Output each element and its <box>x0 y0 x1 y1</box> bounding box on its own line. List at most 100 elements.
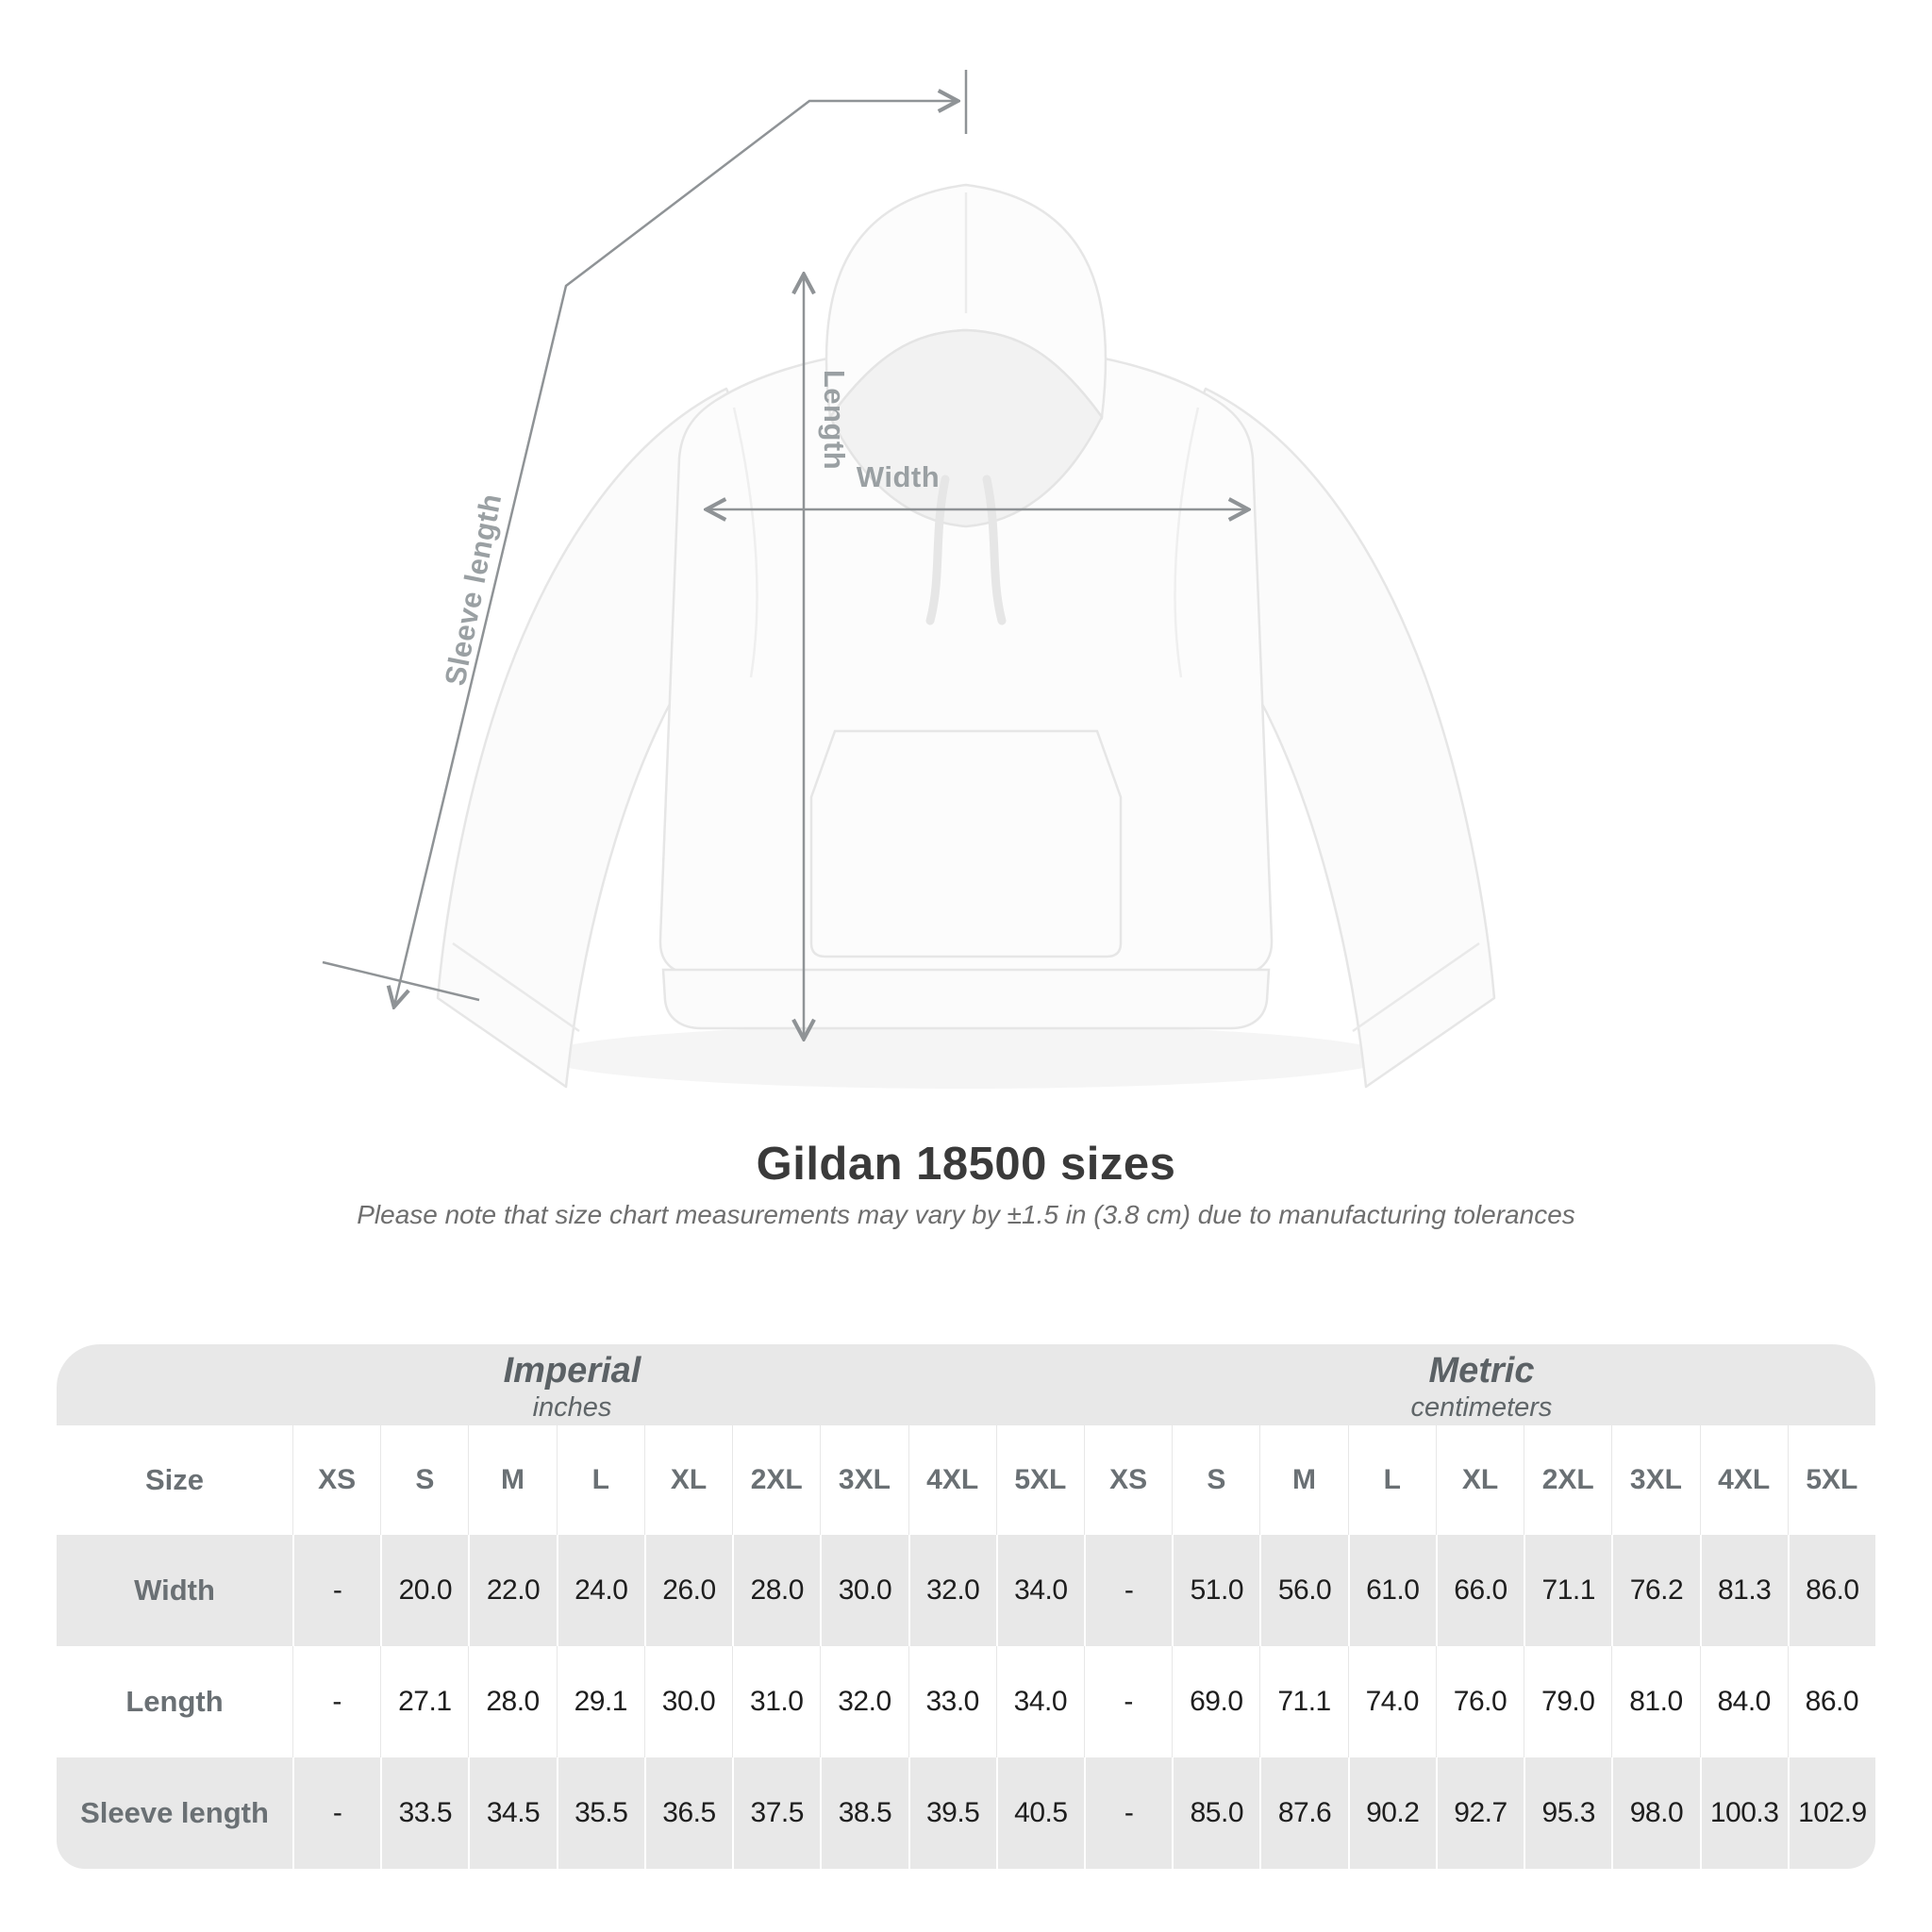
metric-value: - <box>1083 1757 1172 1869</box>
row-label: Length <box>125 1685 224 1718</box>
metric-title: Metric <box>1428 1350 1535 1391</box>
imperial-value: 39.5 <box>908 1757 996 1869</box>
metric-size-col-header: 2XL <box>1524 1425 1611 1535</box>
metric-size-col-header: XS <box>1083 1425 1172 1535</box>
metric-subtitle: centimeters <box>1410 1392 1553 1424</box>
metric-value: 87.6 <box>1259 1757 1347 1869</box>
imperial-value: 38.5 <box>820 1757 908 1869</box>
imperial-subtitle: inches <box>532 1392 612 1424</box>
imperial-value: 20.0 <box>380 1535 468 1646</box>
imperial-value: 34.0 <box>995 1646 1084 1757</box>
metric-value: 85.0 <box>1172 1757 1259 1869</box>
imperial-size-col-header: XL <box>643 1425 732 1535</box>
imperial-value: 22.0 <box>468 1535 556 1646</box>
imperial-value: 31.0 <box>732 1646 820 1757</box>
imperial-value: 37.5 <box>732 1757 820 1869</box>
imperial-value: 34.0 <box>995 1535 1084 1646</box>
imperial-size-col-header: XS <box>292 1425 380 1535</box>
metric-size-col-header: S <box>1172 1425 1259 1535</box>
imperial-value: 35.5 <box>556 1757 644 1869</box>
right-armhole-seam <box>1174 407 1200 678</box>
metric-value: - <box>1083 1535 1172 1646</box>
metric-value: 81.0 <box>1611 1646 1699 1757</box>
metric-value: 69.0 <box>1172 1646 1259 1757</box>
size-table: Imperial inches Metric centimeters Size X… <box>57 1344 1875 1869</box>
imperial-value: 27.1 <box>380 1646 468 1757</box>
metric-value: 71.1 <box>1524 1535 1611 1646</box>
metric-value: 76.0 <box>1435 1646 1524 1757</box>
imperial-value: 32.0 <box>820 1646 908 1757</box>
metric-value: 79.0 <box>1524 1646 1611 1757</box>
metric-value: 76.2 <box>1611 1535 1699 1646</box>
metric-value: 61.0 <box>1347 1535 1436 1646</box>
page-title: Gildan 18500 sizes <box>756 1139 1176 1190</box>
imperial-size-col-header: 2XL <box>732 1425 820 1535</box>
imperial-value: - <box>292 1757 380 1869</box>
hoodie-measurement-diagram: Sleeve length Length Width <box>322 70 1496 1089</box>
imperial-value: 33.0 <box>908 1646 996 1757</box>
imperial-value: 28.0 <box>468 1646 556 1757</box>
size-header-row: Size XS S M L XL 2XL 3XL 4XL 5XL XS S M L XL 2XL 3XL 4XL 5… <box>57 1425 1875 1535</box>
imperial-value: - <box>292 1646 380 1757</box>
imperial-size-col-header: M <box>468 1425 556 1535</box>
table-row: Length -27.1 28.0 29.1 30.0 31.0 32.0 33.0 34.0-… <box>57 1646 1875 1757</box>
metric-value: 66.0 <box>1435 1535 1524 1646</box>
metric-size-col-header: XL <box>1435 1425 1524 1535</box>
metric-value: - <box>1083 1646 1172 1757</box>
tolerance-note: Please note that size chart measurements… <box>357 1200 1575 1229</box>
unit-header-metric: Metric centimeters <box>1088 1344 1875 1425</box>
metric-value: 71.1 <box>1259 1646 1347 1757</box>
size-table-grid: Size XS S M L XL 2XL 3XL 4XL 5XL XS S M L XL 2XL 3XL 4XL 5… <box>57 1425 1875 1869</box>
imperial-value: 36.5 <box>643 1757 732 1869</box>
imperial-value: 34.5 <box>468 1757 556 1869</box>
imperial-value: 32.0 <box>908 1535 996 1646</box>
metric-size-col-header: 5XL <box>1787 1425 1875 1535</box>
metric-value: 84.0 <box>1699 1646 1788 1757</box>
row-label: Width <box>134 1574 215 1607</box>
garment-shadow <box>541 1024 1391 1089</box>
hem-band <box>661 968 1271 1030</box>
width-label: Width <box>856 460 941 493</box>
metric-value: 102.9 <box>1787 1757 1875 1869</box>
imperial-size-col-header: 4XL <box>908 1425 996 1535</box>
sleeve-length-bottom-tick <box>322 960 480 1002</box>
metric-size-col-header: 4XL <box>1699 1425 1788 1535</box>
metric-value: 56.0 <box>1259 1535 1347 1646</box>
table-row: Sleeve length -33.5 34.5 35.5 36.5 37.5 38.5 39… <box>57 1757 1875 1869</box>
metric-value: 92.7 <box>1435 1757 1524 1869</box>
metric-value: 51.0 <box>1172 1535 1259 1646</box>
metric-value: 90.2 <box>1347 1757 1436 1869</box>
metric-value: 86.0 <box>1787 1646 1875 1757</box>
imperial-value: 24.0 <box>556 1535 644 1646</box>
imperial-value: 29.1 <box>556 1646 644 1757</box>
metric-size-col-header: L <box>1347 1425 1436 1535</box>
imperial-value: 26.0 <box>643 1535 732 1646</box>
imperial-size-col-header: 5XL <box>995 1425 1084 1535</box>
hoodie-illustration <box>322 70 1496 1089</box>
size-header-label: Size <box>144 1463 205 1496</box>
measurement-lines <box>322 70 1247 1038</box>
row-label: Sleeve length <box>80 1796 269 1829</box>
imperial-size-col-header: S <box>380 1425 468 1535</box>
imperial-title: Imperial <box>503 1350 641 1391</box>
imperial-value: 30.0 <box>820 1535 908 1646</box>
table-row: Width -20.0 22.0 24.0 26.0 28.0 30.0 32.0 34.0-5… <box>57 1535 1875 1646</box>
imperial-value: 40.5 <box>995 1757 1084 1869</box>
imperial-value: 30.0 <box>643 1646 732 1757</box>
metric-value: 81.3 <box>1699 1535 1788 1646</box>
imperial-value: 33.5 <box>380 1757 468 1869</box>
unit-header-imperial: Imperial inches <box>57 1344 1088 1425</box>
metric-value: 100.3 <box>1699 1757 1788 1869</box>
metric-value: 74.0 <box>1347 1646 1436 1757</box>
imperial-value: 28.0 <box>732 1535 820 1646</box>
imperial-size-col-header: L <box>556 1425 644 1535</box>
metric-value: 98.0 <box>1611 1757 1699 1869</box>
right-cuff-seam <box>1352 941 1480 1033</box>
length-label: Length <box>818 369 851 471</box>
imperial-size-col-header: 3XL <box>820 1425 908 1535</box>
metric-value: 95.3 <box>1524 1757 1611 1869</box>
metric-value: 86.0 <box>1787 1535 1875 1646</box>
sleeve-length-line <box>394 101 957 1006</box>
imperial-value: - <box>292 1535 380 1646</box>
